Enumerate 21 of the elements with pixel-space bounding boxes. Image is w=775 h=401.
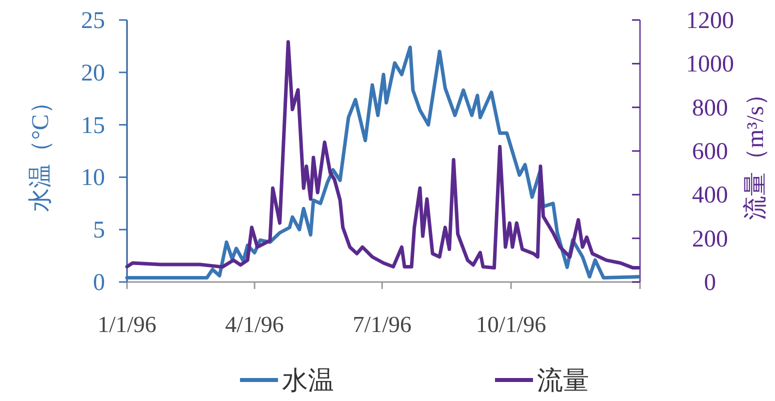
y-tick-label: 25 xyxy=(81,8,105,34)
y2-axis-title: 流量（m³/s） xyxy=(742,82,769,220)
y2-tick-label: 0 xyxy=(704,270,716,296)
y-tick-label: 15 xyxy=(81,112,105,139)
y2-tick-label: 1200 xyxy=(686,8,734,34)
y2-tick-label: 600 xyxy=(692,139,728,165)
x-tick-label: 4/1/96 xyxy=(225,312,284,337)
y2-tick-label: 200 xyxy=(692,226,728,252)
y-axis-title: 水温（°C） xyxy=(28,90,54,212)
legend-label: 流量 xyxy=(537,366,589,395)
y2-tick-label: 1000 xyxy=(686,52,734,78)
y2-tick-label: 400 xyxy=(692,182,728,209)
x-tick-label: 10/1/96 xyxy=(476,312,546,337)
x-tick-label: 7/1/96 xyxy=(352,312,412,337)
y-tick-label: 20 xyxy=(81,60,105,86)
x-tick-label: 1/1/96 xyxy=(98,312,156,337)
y-tick-label: 5 xyxy=(93,218,105,244)
y-tick-label: 0 xyxy=(93,270,105,296)
legend-label: 水温 xyxy=(282,366,334,395)
y-tick-label: 10 xyxy=(81,165,105,192)
y2-tick-label: 800 xyxy=(692,95,728,122)
